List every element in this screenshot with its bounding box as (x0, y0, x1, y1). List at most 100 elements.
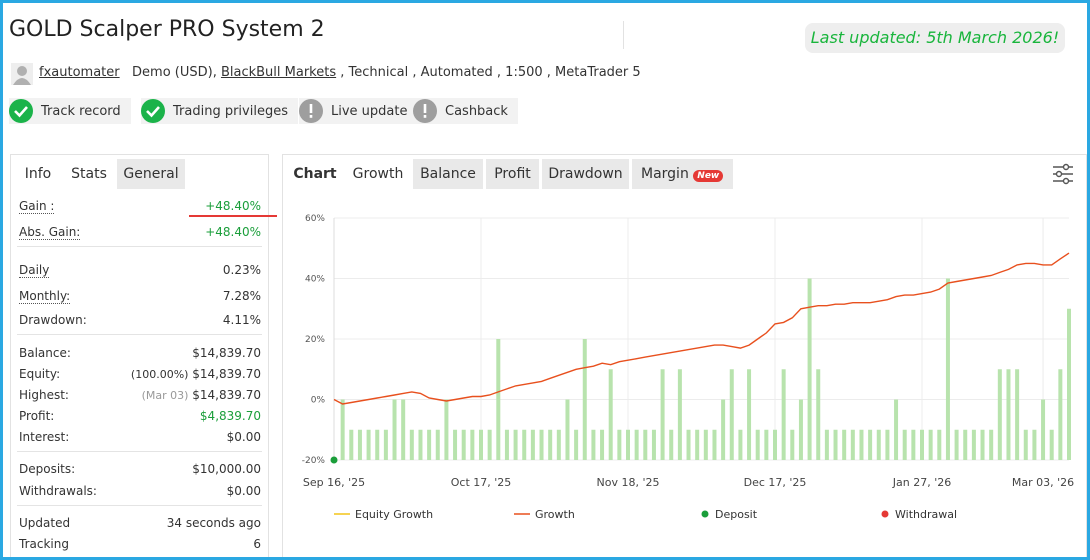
stat-label: Tracking (19, 537, 69, 551)
stat-value: $0.00 (226, 484, 261, 498)
stat-value: $14,839.70 (192, 346, 261, 360)
legend-marker (881, 510, 889, 518)
bar (366, 429, 371, 460)
bar (911, 429, 916, 460)
stats-panel: Info Stats General Gain : +48.40% Abs. Gai… (10, 154, 277, 557)
bar (340, 399, 345, 460)
stat-value-row: +48.40% (205, 199, 261, 213)
bar (885, 429, 890, 460)
badge-icon (141, 99, 165, 123)
bar (470, 429, 475, 460)
tab[interactable]: Growth (345, 159, 411, 189)
bar (773, 429, 777, 460)
stat-label: Abs. Gain: (19, 225, 81, 240)
bar (375, 429, 380, 460)
bar (868, 429, 873, 460)
broker-link[interactable]: BlackBull Markets (220, 65, 337, 80)
bar (997, 369, 1002, 460)
tab[interactable]: General (117, 159, 185, 189)
stat-value: 7.28% (222, 289, 261, 303)
legend-marker (701, 510, 709, 518)
stat-label: Highest: (19, 388, 69, 402)
bar (945, 278, 950, 460)
badge-icon (9, 99, 33, 123)
stat-label: Deposits: (19, 462, 76, 476)
account-details: , Technical , Automated , 1:500 , MetaTr… (340, 65, 641, 80)
bar (409, 429, 414, 460)
chart-panel: Chart Growth Balance Profit Drawdown Mar… (282, 154, 1087, 557)
y-tick-label: 20% (305, 335, 325, 345)
badge-label: Track record (41, 103, 121, 119)
user-link[interactable]: fxautomater (39, 65, 120, 80)
stat-value-row: +48.40% (205, 225, 261, 239)
stat-value-row: $10,000.00 (192, 462, 261, 476)
bar (539, 429, 544, 460)
stat-label: Monthly: (19, 289, 71, 304)
bar (1015, 369, 1020, 460)
legend-label: Growth (535, 508, 575, 521)
bar (747, 369, 752, 460)
stat-value: 6 (253, 537, 261, 551)
bar (574, 429, 579, 460)
bar (738, 429, 743, 460)
bar (548, 429, 553, 460)
stat-label: Balance: (19, 346, 71, 360)
settings-icon[interactable] (1051, 163, 1075, 185)
x-tick-label: Jan 27, '26 (892, 476, 951, 489)
tab[interactable]: Info (15, 159, 61, 189)
bar (928, 429, 933, 460)
bar (954, 429, 959, 460)
deposit-marker (330, 456, 338, 464)
bar (487, 429, 492, 460)
stat-value: 4.11% (222, 313, 261, 327)
account-type: Demo (USD), (132, 65, 217, 80)
bar (496, 339, 501, 460)
stat-value-row: $0.00 (227, 484, 261, 498)
bar (989, 429, 994, 460)
stat-label: Profit: (19, 409, 55, 423)
stat-value: $14,839.70 (192, 367, 261, 381)
bar (971, 429, 976, 460)
legend-label: Deposit (715, 508, 758, 521)
bar (401, 399, 406, 460)
tab[interactable]: Drawdown (542, 159, 629, 189)
x-tick-label: Mar 03, '26 (1012, 476, 1074, 489)
bar (920, 429, 924, 460)
bar (729, 369, 734, 460)
chart: -20% 0% 20% 40% 60% Sep 16, '25 Oct 17, '25 Nov… (302, 214, 1074, 521)
stat-label: Gain : (19, 199, 55, 214)
stat-value-row: 0.23% (223, 263, 261, 277)
tab[interactable]: Profit (486, 159, 539, 189)
stat-note: (100.00%) (130, 368, 189, 381)
last-updated: Last updated: 5th March 2026! (805, 23, 1065, 53)
bar (876, 429, 881, 460)
bar (349, 429, 354, 460)
stat-label: Updated (19, 516, 71, 530)
bar (530, 429, 535, 460)
stat-value-row: 7.28% (223, 289, 261, 303)
tab[interactable]: Stats (63, 159, 115, 189)
tab[interactable]: Balance (413, 159, 483, 189)
badge-label: Trading privileges (173, 103, 288, 119)
y-tick-label: 40% (305, 275, 325, 285)
bar (1032, 429, 1037, 460)
bar (764, 429, 769, 460)
stat-value: $4,839.70 (199, 409, 261, 423)
stat-note: (Mar 03) (141, 389, 189, 402)
bar (980, 429, 985, 460)
stat-value-row: $0.00 (227, 430, 261, 444)
bar (643, 429, 648, 460)
row-separator (17, 505, 262, 506)
stat-value-row: $14,839.70 (192, 346, 261, 360)
bar (392, 399, 397, 460)
bar (591, 429, 596, 460)
bar (513, 429, 518, 460)
growth-line (333, 252, 1070, 405)
bar (1023, 429, 1028, 460)
tab[interactable]: Margin New (632, 159, 733, 189)
badge-icon (413, 99, 437, 123)
bar (626, 429, 630, 460)
tab[interactable]: Chart (289, 159, 341, 189)
bar (444, 399, 449, 460)
bar (790, 429, 795, 460)
